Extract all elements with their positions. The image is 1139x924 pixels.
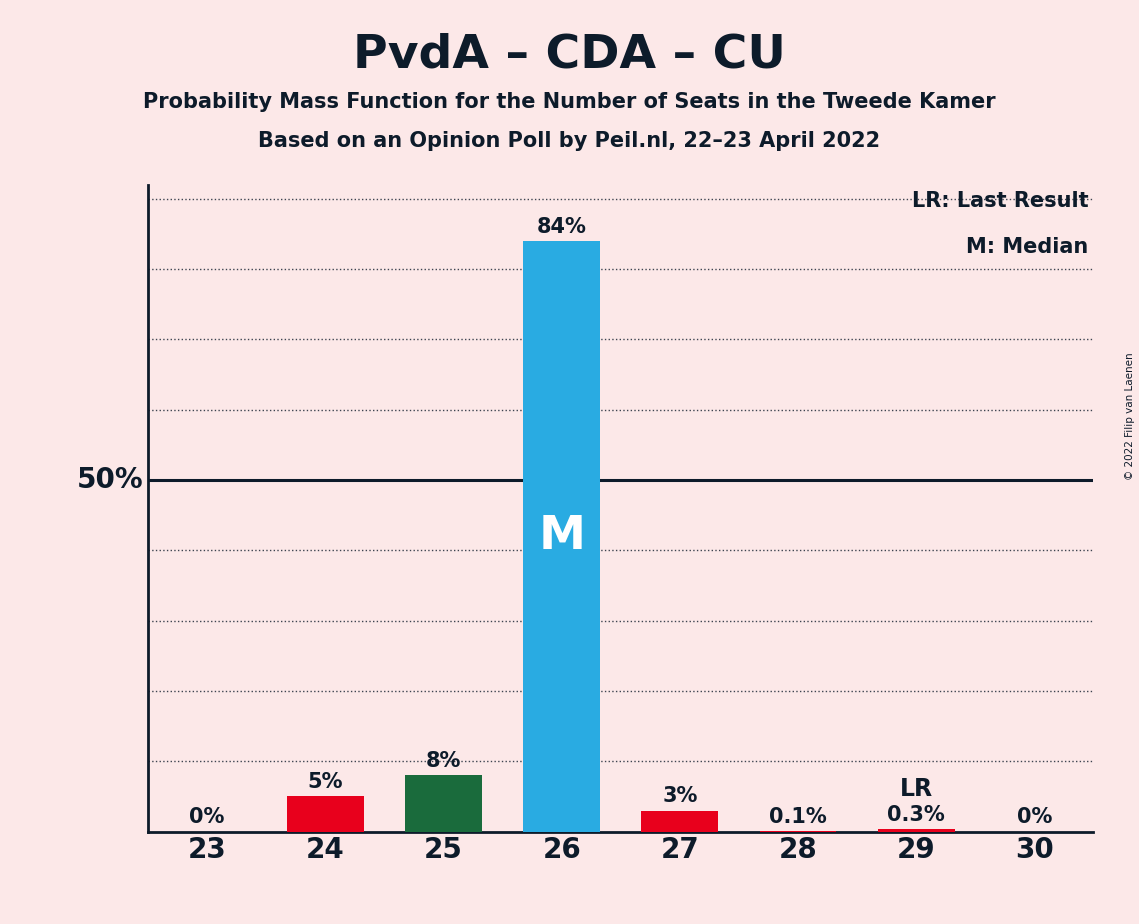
Text: M: M [538,514,585,559]
Bar [287,796,363,832]
Text: 5%: 5% [308,772,343,792]
Text: 3%: 3% [662,786,697,807]
Text: 0%: 0% [189,808,224,827]
Text: 84%: 84% [536,217,587,237]
Text: Probability Mass Function for the Number of Seats in the Tweede Kamer: Probability Mass Function for the Number… [144,92,995,113]
Text: 8%: 8% [426,751,461,772]
Text: LR: LR [900,777,933,801]
Bar [405,775,482,832]
Bar [641,810,719,832]
Text: M: Median: M: Median [967,237,1089,257]
Bar [523,241,600,832]
Text: 0.1%: 0.1% [769,807,827,827]
Text: 50%: 50% [76,466,144,494]
Text: PvdA – CDA – CU: PvdA – CDA – CU [353,32,786,78]
Text: 0%: 0% [1017,808,1052,827]
Bar [878,830,954,832]
Text: © 2022 Filip van Laenen: © 2022 Filip van Laenen [1125,352,1134,480]
Text: LR: Last Result: LR: Last Result [912,191,1089,212]
Text: 0.3%: 0.3% [887,806,945,825]
Text: Based on an Opinion Poll by Peil.nl, 22–23 April 2022: Based on an Opinion Poll by Peil.nl, 22–… [259,131,880,152]
